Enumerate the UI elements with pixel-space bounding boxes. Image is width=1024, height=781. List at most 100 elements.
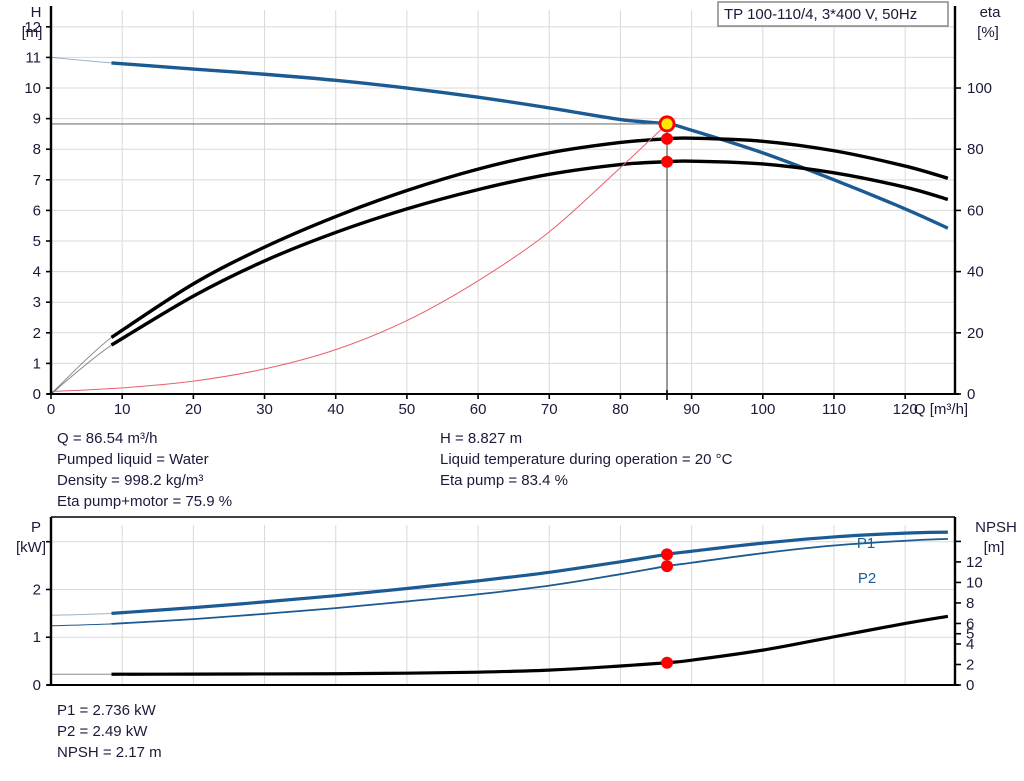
curve-npsh — [50, 615, 948, 675]
svg-text:10: 10 — [24, 80, 41, 97]
svg-text:50: 50 — [399, 401, 416, 418]
curve-eta-pump-motor — [50, 160, 949, 395]
chart-title-box: TP 100-110/4, 3*400 V, 50Hz — [717, 1, 949, 27]
svg-text:0: 0 — [33, 386, 41, 403]
p1-duty-marker — [661, 548, 674, 561]
svg-text:70: 70 — [541, 401, 558, 418]
title-box-frame — [717, 1, 949, 27]
svg-text:11: 11 — [25, 49, 41, 66]
svg-text:2: 2 — [33, 581, 41, 598]
duty-line: Eta pump = 83.4 % — [440, 472, 568, 489]
duty-line: H = 8.827 m — [440, 430, 523, 447]
svg-text:20: 20 — [185, 401, 202, 418]
svg-text:80: 80 — [967, 141, 984, 158]
svg-text:[kW]: [kW] — [16, 539, 46, 556]
bottom-grid — [50, 525, 955, 686]
bottom-left-axis-labels: 0 1 2 P [kW] — [16, 519, 51, 694]
svg-text:100: 100 — [750, 401, 775, 418]
eta-pump-motor-duty-marker — [661, 155, 674, 168]
svg-text:5: 5 — [33, 233, 41, 250]
svg-text:[m]: [m] — [22, 24, 43, 41]
svg-text:10: 10 — [114, 401, 131, 418]
svg-text:80: 80 — [612, 401, 629, 418]
curve-system-curve — [50, 123, 668, 393]
top-curves — [50, 56, 949, 395]
curve-p1 — [50, 531, 948, 616]
svg-text:0: 0 — [966, 677, 974, 694]
svg-text:9: 9 — [33, 111, 41, 128]
svg-text:4: 4 — [966, 636, 974, 653]
svg-text:[%]: [%] — [977, 24, 999, 41]
svg-text:4: 4 — [33, 264, 41, 281]
duty-line: Q = 86.54 m³/h — [57, 430, 158, 447]
svg-text:10: 10 — [966, 574, 983, 591]
curve-eta-pump-main — [110, 136, 949, 339]
svg-text:40: 40 — [967, 264, 984, 281]
svg-text:0: 0 — [47, 401, 55, 418]
duty-info-top-col2: H = 8.827 m Liquid temperature during op… — [440, 428, 732, 491]
duty-line: NPSH = 2.17 m — [57, 744, 162, 761]
top-duty-guides — [51, 123, 668, 394]
svg-text:3: 3 — [33, 294, 41, 311]
top-axes — [47, 6, 959, 395]
curve-h-head--main — [111, 61, 949, 230]
curve-eta-pump-motor-main — [110, 159, 949, 347]
curve-h-head- — [50, 56, 949, 229]
svg-text:6: 6 — [33, 202, 41, 219]
svg-text:12: 12 — [24, 19, 41, 36]
top-chart-panel: 0 1 2 3 4 5 6 7 8 9 10 11 12 H [m] 0 20 40 60 80 100 eta [%] 0 1… — [22, 1, 1001, 418]
svg-text:[m]: [m] — [984, 539, 1005, 556]
svg-text:7: 7 — [33, 172, 41, 189]
svg-text:0: 0 — [967, 386, 975, 403]
curve-p2-main — [111, 537, 948, 625]
svg-text:40: 40 — [327, 401, 344, 418]
duty-line: Density = 998.2 kg/m³ — [57, 472, 204, 489]
chart-title-text: TP 100-110/4, 3*400 V, 50Hz — [724, 6, 917, 23]
duty-info-top-col1: Q = 86.54 m³/h Pumped liquid = Water Den… — [57, 428, 232, 512]
svg-text:2: 2 — [33, 325, 41, 342]
svg-text:90: 90 — [683, 401, 700, 418]
svg-text:1: 1 — [33, 629, 41, 646]
p1-curve-label: P1 — [857, 535, 875, 552]
svg-text:1: 1 — [33, 355, 41, 372]
duty-line: Eta pump+motor = 75.9 % — [57, 493, 233, 510]
duty-line: P2 = 2.49 kW — [57, 723, 148, 740]
svg-text:8: 8 — [966, 595, 974, 612]
duty-info-bottom: P1 = 2.736 kW P2 = 2.49 kW NPSH = 2.17 m — [57, 700, 162, 763]
curve-eta-pump — [50, 137, 949, 395]
duty-line: Pumped liquid = Water — [57, 451, 209, 468]
svg-text:6: 6 — [966, 615, 974, 632]
svg-text:120: 120 — [893, 401, 918, 418]
curve-p1-main — [111, 530, 948, 615]
p2-curve-label: P2 — [858, 570, 876, 587]
svg-text:30: 30 — [256, 401, 273, 418]
bottom-curve-labels: P1 P2 — [857, 535, 876, 587]
bottom-curves — [50, 530, 949, 676]
svg-text:110: 110 — [822, 401, 846, 418]
duty-line: P1 = 2.736 kW — [57, 702, 156, 719]
bottom-chart-panel: 0 1 2 P [kW] 0 2 4 5 6 8 10 12 NPSH [m] P1 P2 — [0, 515, 1024, 700]
svg-text:eta: eta — [980, 4, 1002, 21]
right-axis-labels: 0 20 40 60 80 100 eta [%] — [955, 4, 1001, 403]
svg-text:P: P — [31, 519, 41, 536]
duty-point-marker[interactable] — [661, 118, 673, 130]
svg-text:8: 8 — [33, 141, 41, 158]
curve-p2 — [50, 538, 948, 627]
svg-text:20: 20 — [967, 325, 984, 342]
svg-text:NPSH: NPSH — [975, 519, 1017, 536]
svg-text:H: H — [31, 4, 42, 21]
svg-text:60: 60 — [470, 401, 487, 418]
bottom-axes — [47, 516, 959, 686]
svg-text:2: 2 — [966, 656, 974, 673]
svg-text:12: 12 — [966, 554, 983, 571]
npsh-duty-marker — [661, 656, 674, 669]
svg-text:Q [m³/h]: Q [m³/h] — [914, 401, 968, 418]
svg-text:5: 5 — [966, 626, 974, 643]
svg-text:100: 100 — [967, 80, 992, 97]
p2-duty-marker — [661, 560, 674, 573]
bottom-right-axis-labels: 0 2 456 8 10 12 NPSH [m] — [955, 519, 1017, 694]
